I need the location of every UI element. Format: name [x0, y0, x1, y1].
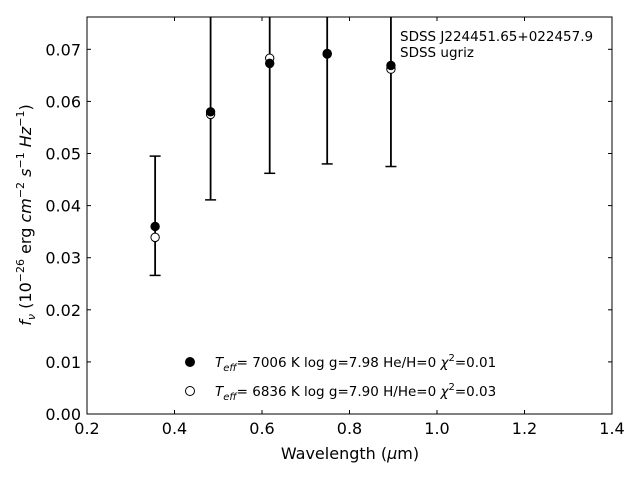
data-markers — [150, 48, 396, 243]
data-point-filled — [265, 58, 275, 69]
x-tick-label: 0.4 — [162, 419, 187, 438]
y-tick-label: 0.03 — [45, 249, 81, 268]
y-tick-label: 0.05 — [45, 145, 81, 164]
data-point-open — [150, 232, 160, 243]
legend-entry-2: Teff= 6836 K log g=7.90 H/He=0 χ2=0.03 — [215, 382, 496, 403]
y-axis-label: fν (10−26 erg cm−2 s−1 Hz−1) — [14, 104, 38, 325]
y-tick-label: 0.06 — [45, 92, 81, 111]
data-point-filled — [322, 49, 332, 59]
legend-entry-1: Teff= 7006 K log g=7.98 He/H=0 χ2=0.01 — [215, 353, 496, 374]
legend-marker-open — [185, 386, 195, 396]
x-tick-label: 0.2 — [74, 419, 99, 438]
x-tick-label: 1.2 — [512, 419, 537, 438]
x-tick-label: 1.4 — [599, 419, 624, 438]
y-tick-label: 0.00 — [45, 405, 81, 424]
x-tick-label: 0.6 — [249, 419, 274, 438]
x-tick-label: 0.8 — [337, 419, 362, 438]
error-bars — [149, 17, 397, 277]
y-tick-label: 0.07 — [45, 40, 81, 59]
annotation-object-name: SDSS J224451.65+022457.9 — [400, 29, 593, 45]
legend-marker-filled — [185, 357, 195, 367]
data-point-filled — [205, 107, 216, 117]
data-point-filled — [386, 60, 396, 71]
y-tick-label: 0.02 — [45, 301, 81, 320]
annotation-survey: SDSS ugriz — [400, 45, 474, 61]
plot-area — [87, 17, 612, 414]
data-point-filled — [150, 221, 160, 232]
legend: Teff= 7006 K log g=7.98 He/H=0 χ2=0.01 T… — [185, 353, 496, 403]
x-axis-ticks: 0.2 0.4 0.6 0.8 1.0 1.2 1.4 — [74, 17, 625, 438]
y-axis-ticks: 0.00 0.01 0.02 0.03 0.04 0.05 0.06 0.07 — [45, 40, 612, 424]
x-tick-label: 1.0 — [424, 419, 449, 438]
y-tick-label: 0.04 — [45, 197, 81, 216]
y-tick-label: 0.01 — [45, 353, 81, 372]
x-axis-label: Wavelength (μm) — [281, 444, 419, 463]
